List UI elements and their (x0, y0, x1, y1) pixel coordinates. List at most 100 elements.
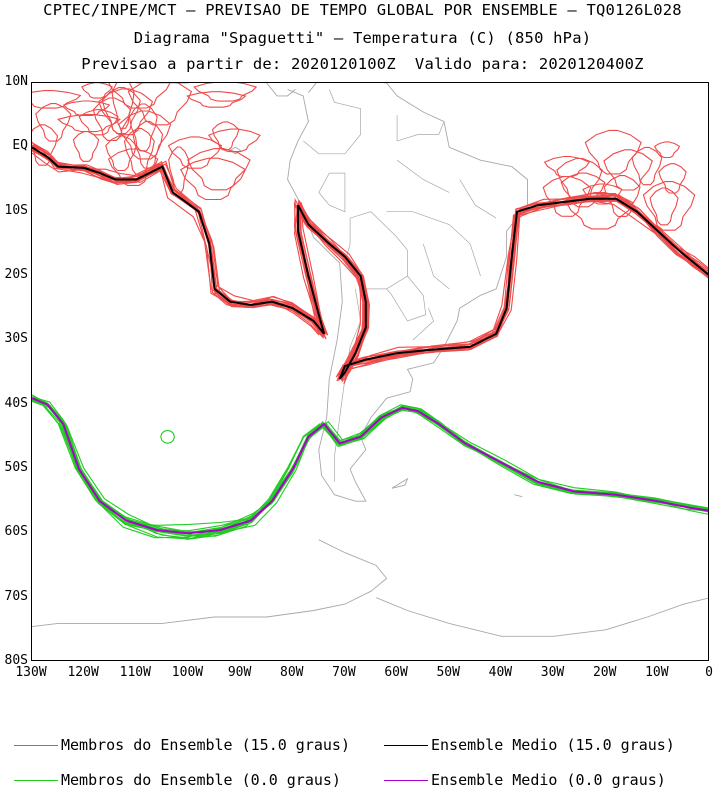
member-blob-15 (32, 124, 59, 166)
ensemble-means (32, 146, 708, 535)
ensemble-members-15 (32, 83, 708, 385)
legend-mean-0: Ensemble Medio (0.0 graus) (384, 771, 666, 789)
member-blob-15 (105, 135, 137, 172)
map-title-line1: CPTEC/INPE/MCT – PREVISAO DE TEMPO GLOBA… (43, 1, 682, 19)
y-tick-label: 10N (4, 74, 28, 89)
ensemble-mean-15 (32, 146, 708, 380)
coastline-segment (287, 83, 528, 502)
member-blob-15 (127, 83, 193, 126)
map-panel (31, 82, 709, 661)
x-tick-label: 90W (227, 665, 252, 680)
member-blob-15 (108, 83, 171, 109)
member-blob-15 (642, 181, 696, 231)
country-border (422, 243, 450, 290)
x-tick-label: 70W (332, 665, 356, 680)
member-blob-15 (649, 187, 679, 226)
y-tick-label: 80S (4, 653, 28, 668)
legend-mean-15: Ensemble Medio (15.0 graus) (384, 736, 675, 754)
coastline-segment (266, 83, 296, 97)
member-blob-15 (186, 91, 247, 108)
coastline-segment (514, 494, 523, 498)
member-blob-15 (653, 141, 681, 159)
coastline-segment (391, 477, 409, 489)
country-border (344, 211, 408, 290)
member-blob-15 (57, 114, 122, 133)
member-blob-15 (32, 90, 82, 109)
member-contour-0 (32, 399, 708, 537)
y-tick-label: 30S (4, 331, 28, 347)
x-tick-label: 110W (119, 665, 151, 680)
legend-label-mean-0: Ensemble Medio (0.0 graus) (431, 771, 666, 789)
member-blob-15 (193, 83, 258, 102)
country-border (386, 211, 481, 277)
y-tick-label: 60S (4, 524, 28, 540)
member-blob-15 (168, 146, 190, 194)
member-blob-15 (101, 87, 141, 135)
member-blob-15 (107, 148, 159, 186)
member-blob-15 (658, 163, 687, 194)
map-canvas (32, 83, 708, 637)
country-border (412, 308, 435, 341)
y-tick-label: 20S (4, 267, 28, 282)
member-blob-15 (78, 109, 119, 136)
member-blob-15 (167, 136, 223, 169)
member-contour-0 (32, 398, 708, 540)
member-blob-15 (543, 155, 591, 178)
member-blob-15 (542, 175, 592, 217)
legend-label-member-15: Membros do Ensemble (15.0 graus) (61, 736, 350, 754)
member-blob-15 (98, 88, 154, 136)
member-contour-0 (34, 397, 708, 539)
country-border (302, 89, 361, 155)
member-blob-15 (565, 192, 634, 230)
member-blob-15 (603, 175, 641, 217)
member-blob-15 (35, 103, 72, 142)
coastline-segment (376, 597, 708, 637)
member-contour-0 (32, 394, 708, 526)
legend-member-15: Membros do Ensemble (15.0 graus) (14, 736, 350, 754)
member-contour-15 (32, 141, 708, 382)
member-blob-15 (72, 130, 100, 162)
member-blob-15 (123, 127, 155, 175)
coastline-segment (32, 539, 388, 628)
x-tick-label: 130W (15, 665, 47, 680)
member-blob-15 (631, 146, 663, 186)
member-blob-15 (211, 121, 240, 151)
x-tick-label: 120W (67, 665, 99, 680)
y-tick-label: EQ (12, 138, 28, 154)
map-title-line3: Previsao a partir de: 2020120100Z Valido… (81, 55, 644, 73)
member-blob-15 (582, 183, 623, 205)
map-title-line2: Diagrama "Spaguetti" – Temperatura (C) (… (133, 29, 592, 47)
member-blob-15 (584, 129, 642, 175)
member-blob-15 (180, 157, 247, 201)
legend-label-mean-15: Ensemble Medio (15.0 graus) (431, 736, 675, 754)
ensemble-mean-0 (32, 397, 708, 535)
member-blob-15 (603, 149, 653, 191)
legend-swatch-member-0 (14, 780, 58, 781)
member-blob-15 (111, 83, 135, 129)
member-contour-15 (300, 204, 370, 373)
member-contour-0 (36, 398, 708, 533)
coastline-segment (229, 146, 242, 155)
x-tick-label: 0 (705, 665, 713, 680)
member-contour-15 (295, 204, 365, 373)
legend-swatch-member-15 (14, 745, 58, 746)
y-tick-label: 50S (4, 460, 28, 475)
legend-swatch-mean-0 (384, 780, 428, 781)
member-blob-15 (556, 157, 603, 201)
x-tick-label: 50W (436, 665, 460, 680)
x-tick-label: 10W (645, 665, 669, 680)
ensemble-members-0 (32, 394, 708, 540)
legend-label-member-0: Membros do Ensemble (0.0 graus) (61, 771, 341, 789)
country-border (318, 172, 346, 213)
x-tick-label: 100W (171, 665, 204, 680)
member-blob-15 (187, 148, 251, 191)
member-blob-15 (92, 97, 132, 141)
x-tick-label: 30W (540, 665, 565, 680)
member-contour-0 (32, 400, 708, 537)
member-blob-15 (560, 172, 606, 208)
member-contour-15 (32, 142, 708, 378)
country-border (396, 159, 450, 193)
x-tick-label: 40W (488, 665, 513, 680)
country-border (334, 288, 361, 482)
member-contour-0 (32, 399, 708, 540)
